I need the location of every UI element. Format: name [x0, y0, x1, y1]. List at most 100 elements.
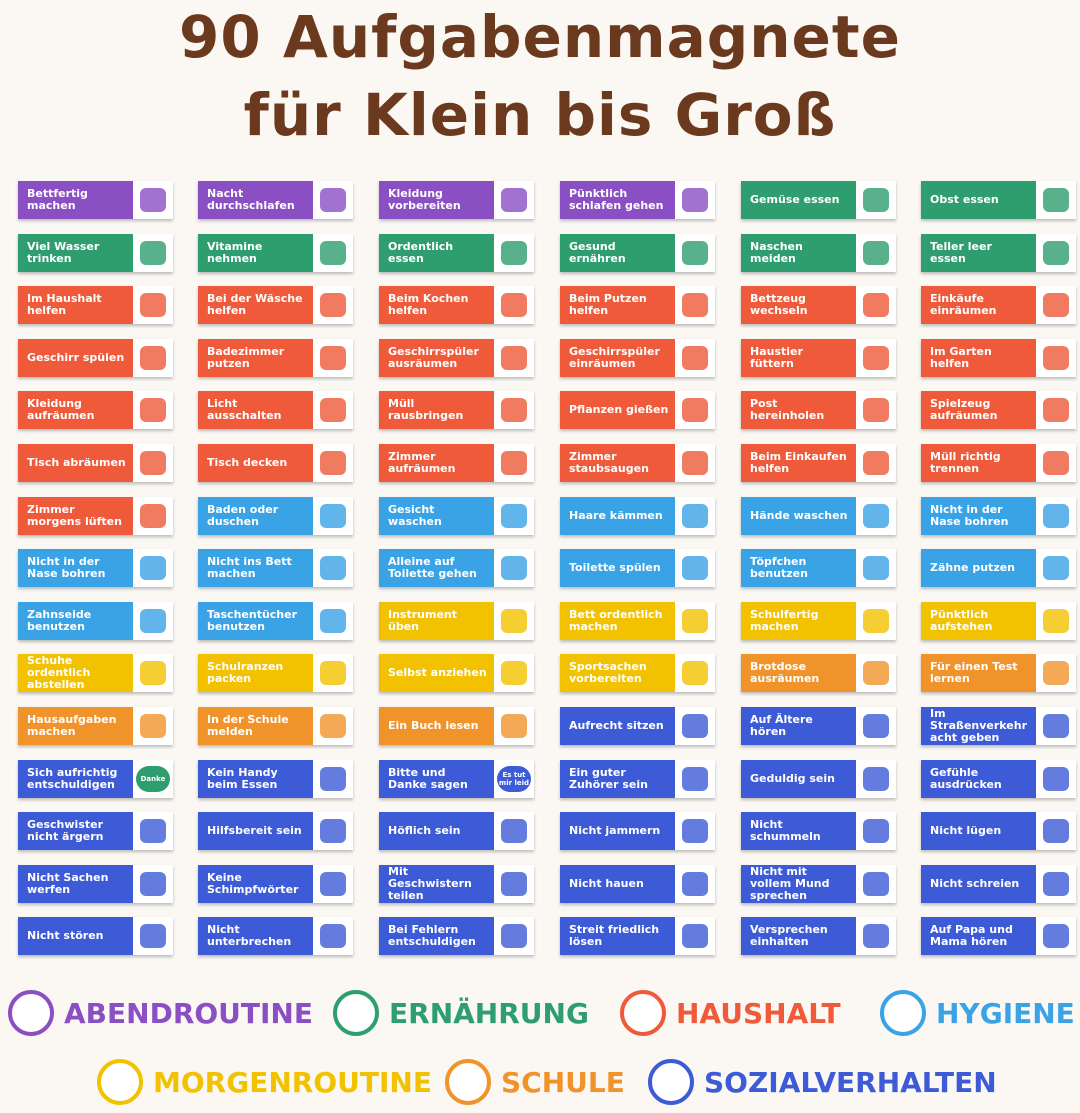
legend-item: SOZIALVERHALTEN — [648, 1059, 997, 1105]
legend-item: MORGENROUTINE — [97, 1059, 432, 1105]
magnet-label: Müll rausbringen — [379, 391, 494, 430]
magnet-label: Ein Buch lesen — [379, 707, 494, 745]
magnet: Geschirrspüler einräumen — [560, 338, 715, 377]
magnet-icon — [140, 661, 166, 686]
magnet: Selbst anziehen — [379, 654, 534, 693]
magnet-label: Kleidung vorbereiten — [379, 181, 494, 219]
magnet: Bett ordentlich machen — [560, 601, 715, 640]
magnet: Nicht lügen — [921, 812, 1076, 851]
magnet-label: Teller leer essen — [921, 233, 1036, 272]
magnet-label: Pflanzen gießen — [560, 391, 675, 430]
magnet-icon — [1043, 188, 1069, 212]
magnet: Nicht schummeln — [741, 812, 896, 851]
magnet-icon — [682, 293, 708, 318]
magnet: Einkäufe einräumen — [921, 286, 1076, 325]
magnet: Müll richtig trennen — [921, 444, 1076, 482]
magnet: Pünktlich aufstehen — [921, 601, 1076, 640]
magnet-icon — [682, 924, 708, 949]
magnet: Bei Fehlern entschuldigen — [379, 917, 534, 956]
magnet: Bei der Wäsche helfen — [198, 286, 353, 325]
title-line: für Klein bis Groß — [243, 81, 837, 149]
magnet-icon — [501, 398, 527, 423]
magnet-label: Nacht durchschlafen — [198, 181, 313, 219]
magnet: Post hereinholen — [741, 391, 896, 430]
magnet: Hilfsbereit sein — [198, 812, 353, 851]
magnet: Baden oder duschen — [198, 496, 353, 535]
magnet-label: Gemüse essen — [741, 181, 856, 219]
magnet: Auf Papa und Mama hören — [921, 917, 1076, 956]
magnet-label: Schulranzen packen — [198, 654, 313, 693]
magnet-icon — [1043, 924, 1069, 949]
magnet: Gefühle ausdrücken — [921, 759, 1076, 798]
magnet-label: Instrument üben — [379, 601, 494, 640]
magnet: Sportsachen vorbereiten — [560, 654, 715, 693]
magnet: Hausaufgaben machen — [18, 707, 173, 745]
magnet: Ein guter Zuhörer sein — [560, 759, 715, 798]
magnet-label: Obst essen — [921, 181, 1036, 219]
magnet: Beim Putzen helfen — [560, 286, 715, 325]
magnet-icon — [1043, 819, 1069, 844]
magnet-icon — [1043, 608, 1069, 633]
magnet-label: Ordentlich essen — [379, 233, 494, 272]
legend-item: SCHULE — [445, 1059, 625, 1105]
magnet: Nicht jammern — [560, 812, 715, 851]
magnet: Tisch abräumen — [18, 444, 173, 482]
magnet-icon — [863, 766, 889, 791]
magnet: Für einen Test lernen — [921, 654, 1076, 693]
magnet: Nicht mit vollem Mund sprechen — [741, 864, 896, 903]
magnet: Zimmer aufräumen — [379, 444, 534, 482]
magnet-icon — [320, 345, 346, 370]
magnet-label: Ein guter Zuhörer sein — [560, 759, 675, 798]
magnet: Aufrecht sitzen — [560, 707, 715, 745]
magnet-icon — [863, 608, 889, 633]
magnet-icon — [863, 503, 889, 528]
magnet-icon — [682, 240, 708, 265]
magnet: Badezimmer putzen — [198, 338, 353, 377]
magnet-label: Beim Putzen helfen — [560, 286, 675, 325]
title-line: 90 Aufgabenmagnete — [179, 3, 901, 71]
magnet-label: Vitamine nehmen — [198, 233, 313, 272]
magnet-icon — [320, 293, 346, 318]
magnet-label: Haare kämmen — [560, 496, 675, 535]
magnet-icon — [863, 661, 889, 686]
magnet: Licht ausschalten — [198, 391, 353, 430]
magnet: Zähne putzen — [921, 549, 1076, 588]
magnet-icon — [682, 345, 708, 370]
magnet: Beim Kochen helfen — [379, 286, 534, 325]
magnet-label: Brotdose ausräumen — [741, 654, 856, 693]
magnet-icon — [682, 766, 708, 791]
magnet-icon — [682, 714, 708, 738]
magnet-icon — [501, 451, 527, 475]
magnet: Tisch decken — [198, 444, 353, 482]
magnet-label: Töpfchen benutzen — [741, 549, 856, 588]
magnet: Schuhe ordentlich abstellen — [18, 654, 173, 693]
magnet-icon — [863, 451, 889, 475]
magnet: Schulranzen packen — [198, 654, 353, 693]
magnet-label: Versprechen einhalten — [741, 917, 856, 956]
magnet-label: Geduldig sein — [741, 759, 856, 798]
magnet-icon — [1043, 451, 1069, 475]
magnet-label: Geschirrspüler ausräumen — [379, 338, 494, 377]
magnet-label: Zimmer aufräumen — [379, 444, 494, 482]
magnet: In der Schule melden — [198, 707, 353, 745]
legend-icon — [648, 1059, 694, 1105]
magnet-label: Geschirr spülen — [18, 338, 133, 377]
magnet-label: Im Straßenverkehr acht geben — [921, 707, 1036, 745]
magnet: Keine Schimpfwörter — [198, 864, 353, 903]
magnet-label: Nicht unterbrechen — [198, 917, 313, 956]
magnet-label: In der Schule melden — [198, 707, 313, 745]
magnet-label: Nicht Sachen werfen — [18, 864, 133, 903]
magnet: Nicht stören — [18, 917, 173, 956]
magnet: Nicht in der Nase bohren — [18, 549, 173, 588]
magnet: Haustier füttern — [741, 338, 896, 377]
magnet-label: Zimmer morgens lüften — [18, 496, 133, 535]
magnet-label: Beim Einkaufen helfen — [741, 444, 856, 482]
magnet-icon — [682, 608, 708, 633]
magnet: Im Straßenverkehr acht geben — [921, 707, 1076, 745]
magnet-icon — [682, 503, 708, 528]
magnet-label: Nicht in der Nase bohren — [921, 496, 1036, 535]
magnet-label: Tisch abräumen — [18, 444, 133, 482]
magnet-label: Haustier füttern — [741, 338, 856, 377]
magnet-label: Nicht jammern — [560, 812, 675, 851]
magnet-label: Alleine auf Toilette gehen — [379, 549, 494, 588]
